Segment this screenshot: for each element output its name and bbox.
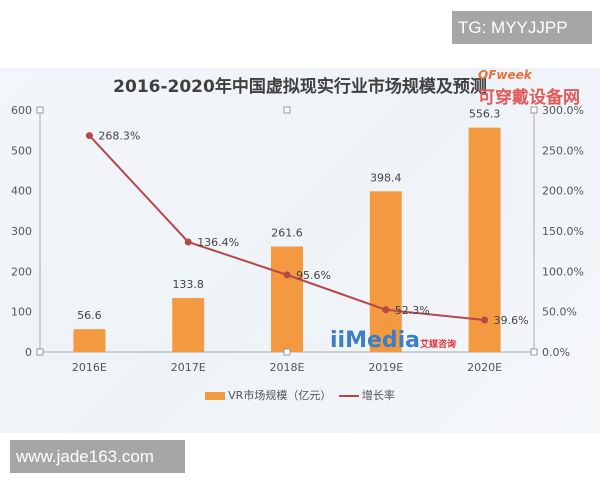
- selection-handle: [283, 348, 291, 356]
- x-tick-label: 2020E: [467, 361, 502, 374]
- x-tick-label: 2017E: [171, 361, 206, 374]
- right-tick-label: 200.0%: [542, 185, 584, 198]
- left-tick-label: 0: [25, 346, 32, 359]
- left-tick-label: 200: [11, 265, 32, 278]
- line-data-label: 268.3%: [98, 130, 140, 143]
- line-point: [481, 316, 489, 324]
- line-point: [184, 238, 192, 246]
- bar-data-label: 398.4: [370, 171, 402, 184]
- watermark-top: TG: MYYJJPP: [452, 11, 592, 44]
- right-tick-label: 150.0%: [542, 225, 584, 238]
- x-tick-label: 2016E: [72, 361, 107, 374]
- bar: [271, 246, 303, 352]
- right-tick-label: 250.0%: [542, 144, 584, 157]
- right-tick-label: 300.0%: [542, 104, 584, 117]
- left-tick-label: 400: [11, 185, 32, 198]
- line-point: [85, 132, 93, 140]
- line-data-label: 39.6%: [494, 314, 529, 327]
- legend-line-swatch: [338, 395, 359, 397]
- selection-handle: [530, 106, 538, 114]
- selection-handle: [283, 106, 291, 114]
- bar: [369, 191, 402, 352]
- chart-title: 2016-2020年中国虚拟现实行业市场规模及预测: [113, 77, 487, 97]
- line-point: [382, 306, 390, 314]
- line-point: [283, 271, 291, 279]
- x-tick-label: 2018E: [270, 361, 305, 374]
- ofweek-logo-sub: 可穿戴设备网: [478, 88, 580, 108]
- right-tick-label: 0.0%: [542, 346, 570, 359]
- legend-line-label: 增长率: [361, 389, 395, 402]
- bar: [73, 329, 106, 352]
- bar-data-label: 56.6: [77, 309, 102, 322]
- bar: [172, 298, 205, 352]
- bar-data-label: 261.6: [271, 226, 303, 239]
- left-tick-label: 500: [11, 144, 32, 157]
- line-data-label: 136.4%: [197, 236, 239, 249]
- left-tick-label: 100: [11, 306, 32, 319]
- imedia-logo: iiMedia艾媒咨询: [330, 328, 457, 353]
- line-data-label: 52.3%: [395, 304, 430, 317]
- bar: [468, 127, 501, 352]
- selection-handle: [36, 348, 44, 356]
- selection-handle: [530, 348, 538, 356]
- left-tick-label: 600: [11, 104, 32, 117]
- left-tick-label: 300: [11, 225, 32, 238]
- bar-data-label: 556.3: [469, 108, 501, 121]
- legend-bar-swatch: [205, 392, 226, 400]
- legend: VR市场规模（亿元） 增长率: [0, 387, 600, 403]
- right-tick-label: 50.0%: [542, 306, 577, 319]
- ofweek-logo: OFweek: [478, 68, 532, 82]
- selection-handle: [36, 106, 44, 114]
- legend-bar-label: VR市场规模（亿元）: [228, 389, 332, 402]
- right-tick-label: 100.0%: [542, 265, 584, 278]
- watermark-bottom: www.jade163.com: [10, 440, 185, 473]
- bar-data-label: 133.8: [172, 278, 204, 291]
- x-tick-label: 2019E: [368, 361, 403, 374]
- line-data-label: 95.6%: [296, 269, 331, 282]
